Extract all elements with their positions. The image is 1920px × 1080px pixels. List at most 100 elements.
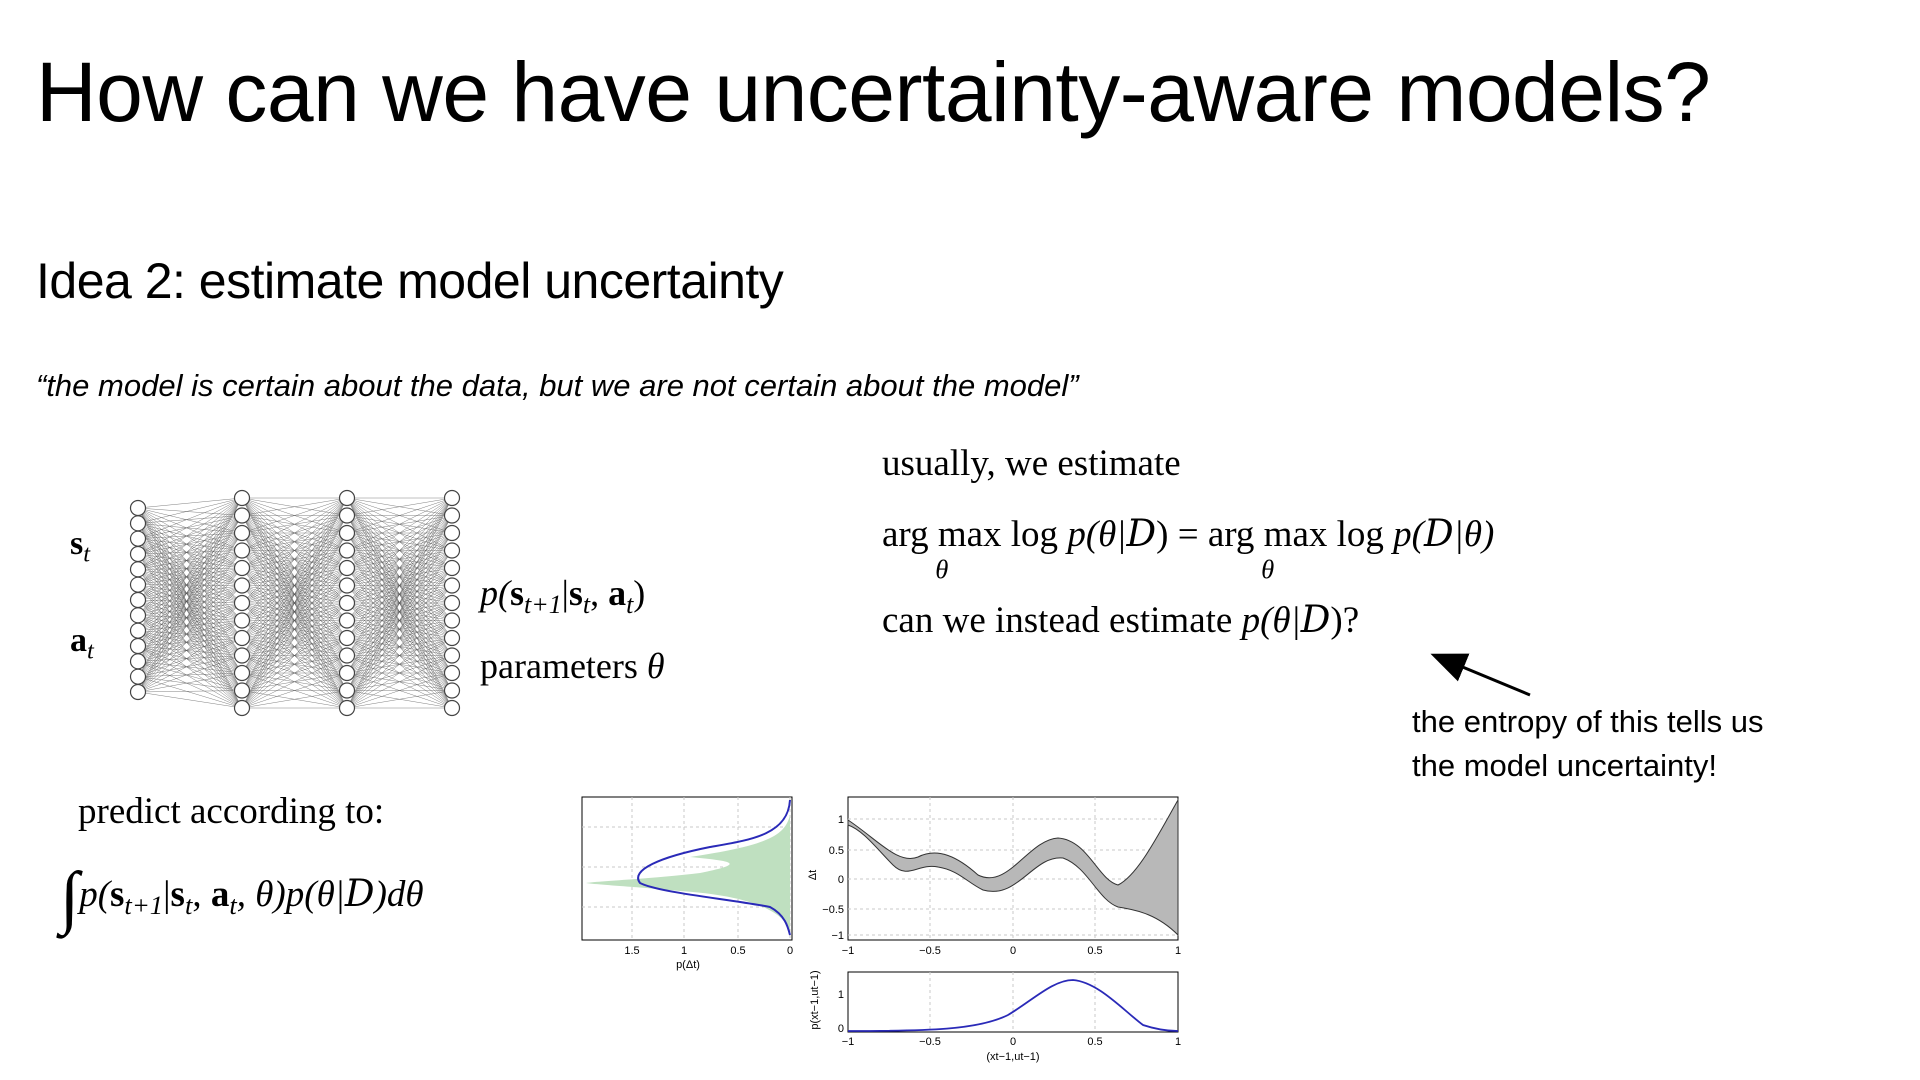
nn-node: [443, 559, 461, 577]
nn-edge: [137, 515, 243, 616]
nn-edge: [137, 615, 243, 691]
nn-edge: [137, 567, 243, 601]
y-tick-label: 1: [838, 989, 844, 1001]
nn-node: [233, 682, 251, 699]
nn-edge: [137, 615, 243, 709]
nn-edge: [137, 507, 243, 569]
nn-edge: [137, 532, 243, 570]
nn-node: [338, 699, 356, 717]
nn-edge: [137, 645, 243, 656]
nn-edge: [346, 497, 453, 656]
nn-edge: [137, 615, 243, 639]
nn-node: [129, 515, 147, 532]
output-distribution: p(st+1|st, at): [480, 573, 646, 619]
integral-sign: ∫: [60, 859, 80, 936]
nn-edge: [137, 553, 243, 604]
nn-edge: [346, 497, 453, 569]
x-tick-label: 0.5: [1087, 945, 1102, 957]
nn-edge: [137, 553, 243, 586]
nn-edge: [137, 567, 243, 693]
estimate-line-1: usually, we estimate: [882, 443, 1181, 484]
nn-edge: [137, 515, 243, 555]
nn-node: [233, 664, 251, 682]
nn-node: [338, 577, 356, 594]
nn-edge: [346, 497, 453, 604]
nn-edge: [137, 507, 243, 604]
nn-edge: [346, 550, 453, 709]
nn-edge: [346, 620, 453, 709]
nn-node: [233, 577, 251, 594]
nn-node: [443, 542, 461, 559]
nn-edge: [137, 497, 243, 693]
nn-edge: [241, 497, 348, 639]
nn-edge: [137, 602, 243, 616]
nn-edge: [137, 497, 243, 616]
nn-edge: [137, 550, 243, 662]
y-axis-label: p(xt−1,ut−1): [809, 970, 821, 1029]
nn-edge: [137, 550, 243, 570]
input-density-panel: −1 −0.5 0 0.5 1 1 0 (xt−1,ut−1) p(xt−1,ut−1): [809, 970, 1181, 1063]
subtitle: Idea 2: estimate model uncertainty: [36, 253, 784, 309]
nn-node: [443, 664, 461, 682]
y-tick-label: −0.5: [822, 904, 844, 916]
nn-edge: [137, 523, 243, 586]
nn-edge: [346, 497, 453, 691]
nn-edge: [137, 515, 243, 539]
nn-edge: [137, 615, 243, 621]
nn-edge: [137, 515, 243, 585]
nn-edge: [137, 550, 243, 693]
nn-edge: [137, 585, 243, 647]
density-fill: [586, 815, 790, 930]
nn-edge: [137, 584, 243, 656]
nn-edge: [137, 550, 243, 677]
nn-edge: [137, 532, 243, 631]
nn-edge: [137, 676, 243, 709]
nn-edge: [137, 532, 243, 677]
nn-node: [129, 545, 147, 563]
x-tick-label: 1.5: [624, 945, 639, 957]
nn-edge: [137, 602, 243, 647]
nn-edge: [241, 497, 348, 569]
nn-edge: [137, 630, 243, 691]
nn-node: [338, 559, 356, 577]
nn-edge: [137, 569, 243, 604]
nn-edge: [137, 584, 243, 586]
nn-edge: [137, 550, 243, 585]
nn-node: [129, 499, 147, 517]
nn-edge: [137, 515, 243, 601]
nn-edge: [137, 523, 243, 569]
annotation-arrow: [1430, 653, 1531, 697]
nn-edge: [137, 497, 243, 631]
nn-node: [443, 647, 461, 664]
nn-edge: [137, 532, 243, 693]
nn-edge: [137, 532, 243, 616]
x-tick-label: 1: [681, 945, 687, 957]
quote: “the model is certain about the data, bu…: [36, 368, 1079, 403]
nn-edge: [137, 497, 243, 677]
nn-edge: [137, 585, 243, 616]
nn-edge: [137, 637, 243, 677]
nn-node: [338, 489, 356, 507]
nn-edge: [346, 567, 453, 709]
nn-edge: [137, 550, 243, 555]
x-tick-label: 0: [1010, 1036, 1016, 1048]
estimate-question: can we instead estimate p(θ|D)?: [882, 598, 1360, 641]
nn-node: [233, 524, 251, 542]
nn-edge: [137, 497, 243, 585]
nn-edge: [137, 497, 243, 509]
nn-edge: [241, 515, 348, 709]
nn-edge: [137, 538, 243, 569]
nn-edge: [241, 497, 348, 586]
nn-edge: [137, 630, 243, 709]
nn-edge: [346, 672, 453, 709]
nn-node: [129, 561, 147, 578]
nn-edge: [137, 538, 243, 586]
nn-node: [338, 542, 356, 559]
nn-edge: [137, 585, 243, 677]
nn-edge: [241, 497, 348, 516]
nn-edge: [137, 584, 243, 604]
nn-edge: [137, 532, 243, 662]
nn-edge: [137, 661, 243, 709]
nn-edge: [137, 630, 243, 639]
nn-edge: [241, 497, 348, 674]
